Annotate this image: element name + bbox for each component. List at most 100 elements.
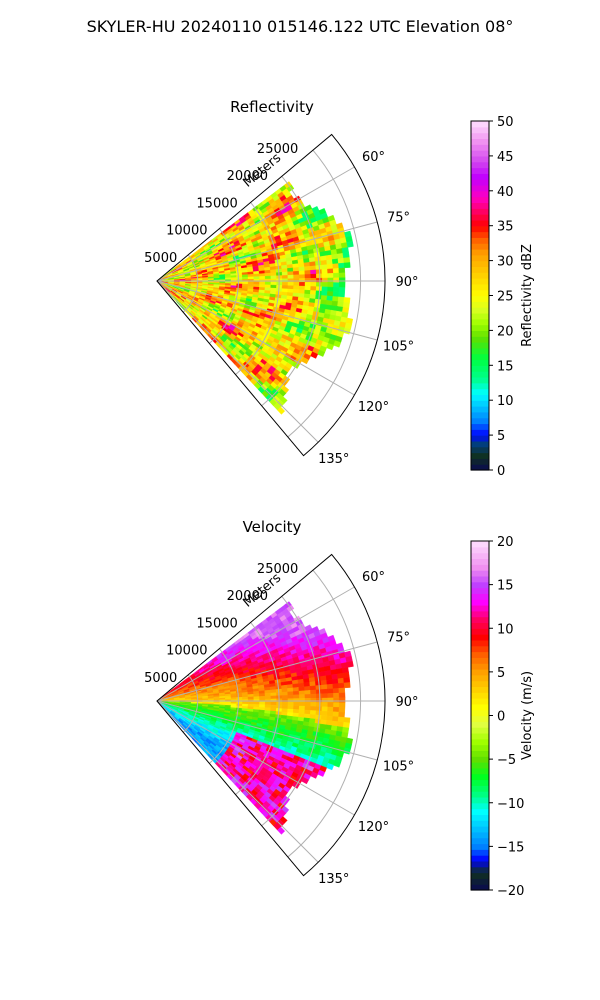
colorbar-segment — [471, 843, 489, 850]
colorbar-segment — [471, 709, 489, 717]
colorbar-segment — [471, 692, 489, 699]
data-cell — [281, 281, 289, 286]
data-cell — [338, 272, 346, 279]
range-tick-label: 10000 — [166, 224, 207, 239]
velocity-title: Velocity — [243, 518, 302, 536]
data-cell — [304, 285, 312, 291]
colorbar-segment — [471, 214, 489, 221]
data-cell — [310, 771, 319, 779]
colorbar-segment — [471, 884, 489, 891]
colorbar-tick-label: 15 — [497, 579, 514, 594]
colorbar-segment — [471, 365, 489, 372]
colorbar-segment — [471, 779, 489, 786]
data-cell — [281, 691, 289, 696]
colorbar-segment — [471, 878, 489, 885]
data-cell — [270, 704, 277, 709]
range-tick-label: 20000 — [227, 589, 268, 604]
colorbar-segment — [471, 353, 489, 361]
range-tick-label: 5000 — [144, 671, 177, 686]
data-cell — [321, 268, 329, 275]
colorbar-segment — [471, 727, 489, 734]
data-cell — [242, 701, 249, 705]
colorbar-segment — [471, 831, 489, 839]
colorbar-segment — [471, 814, 489, 821]
data-cell — [338, 702, 346, 708]
data-cell — [293, 690, 300, 696]
data-cell — [301, 357, 309, 365]
colorbar-segment — [471, 575, 489, 583]
azimuth-tick-label: 120° — [358, 400, 389, 415]
azimuth-tick-label: 75° — [387, 210, 410, 225]
data-cell — [225, 697, 232, 701]
data-cell — [310, 706, 317, 711]
range-ring — [235, 202, 280, 375]
data-cell — [298, 289, 306, 295]
data-cell — [310, 286, 317, 291]
data-cell — [327, 273, 334, 279]
colorbar-tick-label: 25 — [497, 290, 514, 305]
data-cell — [298, 270, 306, 276]
data-cell — [337, 677, 345, 684]
data-cell — [332, 291, 340, 298]
colorbar-segment — [471, 219, 489, 227]
azimuth-tick-label: 60° — [362, 150, 385, 165]
data-cell — [338, 287, 346, 293]
data-cell — [333, 760, 342, 768]
colorbar-segment — [471, 155, 489, 163]
data-cell — [338, 692, 346, 699]
azimuth-tick-label: 120° — [358, 820, 389, 835]
colorbar-segment — [471, 767, 489, 775]
data-cell — [326, 291, 334, 297]
data-cell — [292, 687, 300, 692]
data-cell — [327, 286, 334, 293]
velocity-sector: 5000 10000 15000 20000 25000 60° 75° 90° 105° 120… — [144, 553, 419, 887]
colorbar-tick-label: 20 — [497, 324, 514, 339]
data-cell — [247, 693, 255, 698]
data-cell — [287, 274, 295, 279]
data-cell — [292, 267, 300, 272]
reflectivity-colorbar: 0 5 10 15 20 25 30 35 40 45 50 Reflectivity dBZ — [470, 115, 535, 479]
data-cell — [242, 276, 249, 280]
data-cell — [299, 701, 306, 707]
colorbar-segment — [471, 546, 489, 554]
data-cell — [317, 349, 326, 357]
data-cell — [230, 277, 238, 280]
data-cell — [327, 706, 334, 713]
colorbar-segment — [471, 581, 489, 589]
azimuth-tick-label: 60° — [362, 570, 385, 585]
data-cell — [310, 351, 319, 359]
data-cell — [331, 673, 339, 680]
data-cell — [287, 278, 294, 283]
colorbar-segment — [471, 622, 489, 629]
colorbar-segment — [471, 674, 489, 682]
data-cell — [298, 709, 306, 715]
data-cell — [270, 701, 277, 706]
colorbar-segment — [471, 808, 489, 815]
data-cell — [247, 273, 255, 278]
data-cell — [326, 343, 335, 351]
data-cell — [287, 267, 294, 273]
colorbar-segment — [471, 802, 489, 810]
data-cell — [309, 261, 317, 267]
colorbar-tick-label: −15 — [497, 840, 524, 855]
colorbar-segment — [471, 132, 489, 140]
data-cell — [346, 240, 354, 248]
colorbar-tick-label: 15 — [497, 359, 514, 374]
azimuth-tick-label: 75° — [387, 630, 410, 645]
colorbar-segment — [471, 872, 489, 879]
data-cell — [304, 265, 311, 271]
data-cell — [258, 273, 266, 277]
colorbar-segment — [471, 266, 489, 273]
colorbar-segment — [471, 342, 489, 349]
range-ring — [209, 648, 239, 764]
data-cell — [309, 290, 317, 296]
colorbar-segment — [471, 312, 489, 320]
data-cell — [270, 269, 277, 274]
data-cell — [342, 672, 350, 679]
colorbar-segment — [471, 371, 489, 378]
data-cell — [343, 297, 351, 304]
data-cell — [333, 277, 340, 283]
data-cell — [327, 693, 334, 699]
colorbar-segment — [471, 243, 489, 250]
colorbar-segment — [471, 237, 489, 244]
